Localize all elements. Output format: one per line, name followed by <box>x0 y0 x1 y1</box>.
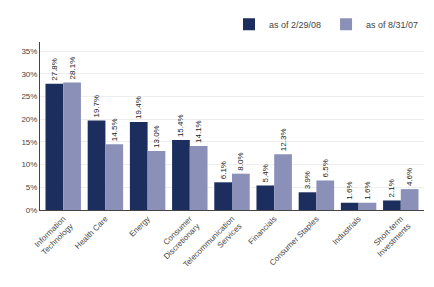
svg-text:Financials: Financials <box>247 214 279 246</box>
svg-text:12.3%: 12.3% <box>279 128 288 151</box>
svg-text:28.1%: 28.1% <box>68 57 77 80</box>
svg-text:5.4%: 5.4% <box>261 164 270 182</box>
svg-text:0%: 0% <box>26 206 38 215</box>
svg-text:as of 2/29/08: as of 2/29/08 <box>269 20 321 30</box>
svg-text:13.0%: 13.0% <box>152 125 161 148</box>
svg-text:19.4%: 19.4% <box>134 96 143 119</box>
svg-text:Consumer Staples: Consumer Staples <box>268 214 321 267</box>
svg-text:14.1%: 14.1% <box>194 120 203 143</box>
svg-text:14.5%: 14.5% <box>110 118 119 141</box>
svg-text:Industrials: Industrials <box>331 214 363 246</box>
svg-text:Health Care: Health Care <box>73 214 110 251</box>
svg-text:10%: 10% <box>21 160 37 169</box>
svg-text:Energy: Energy <box>128 214 152 238</box>
svg-text:8.0%: 8.0% <box>236 152 245 170</box>
svg-text:1.6%: 1.6% <box>363 182 372 200</box>
svg-text:InformationTechnology: InformationTechnology <box>32 214 74 256</box>
svg-text:30%: 30% <box>21 70 37 79</box>
svg-text:as of 8/31/07: as of 8/31/07 <box>366 20 418 30</box>
svg-text:6.5%: 6.5% <box>321 159 330 177</box>
svg-text:19.7%: 19.7% <box>92 95 101 118</box>
svg-text:5%: 5% <box>26 183 38 192</box>
svg-text:TelecommunicationServices: TelecommunicationServices <box>181 214 243 276</box>
svg-text:ConsumerDiscretionary: ConsumerDiscretionary <box>155 214 202 261</box>
svg-text:1.6%: 1.6% <box>345 182 354 200</box>
svg-text:35%: 35% <box>21 47 37 56</box>
svg-text:27.8%: 27.8% <box>50 58 59 81</box>
svg-text:25%: 25% <box>21 92 37 101</box>
svg-text:15%: 15% <box>21 138 37 147</box>
svg-text:2.1%: 2.1% <box>387 179 396 197</box>
svg-text:Short-termInvestments: Short-termInvestments <box>368 214 412 258</box>
svg-text:20%: 20% <box>21 115 37 124</box>
svg-text:15.4%: 15.4% <box>176 114 185 137</box>
svg-text:3.9%: 3.9% <box>303 171 312 189</box>
svg-text:4.6%: 4.6% <box>405 168 414 186</box>
svg-text:6.1%: 6.1% <box>219 161 228 179</box>
